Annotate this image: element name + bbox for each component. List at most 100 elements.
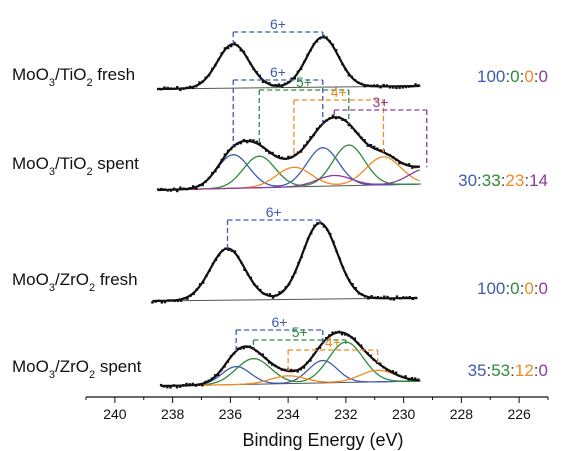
data-point — [325, 119, 328, 122]
data-point — [360, 82, 363, 86]
data-point — [192, 292, 195, 296]
data-point — [214, 170, 217, 173]
data-point — [166, 386, 169, 389]
data-point — [189, 294, 192, 297]
data-point — [341, 63, 344, 66]
data-point — [347, 74, 350, 77]
data-point — [296, 70, 300, 73]
data-point — [217, 58, 220, 61]
bracket-6plus: 6+ — [235, 314, 324, 352]
oxidation-state-ratio: 30:33:23:14 — [458, 171, 548, 190]
data-point — [262, 292, 265, 295]
data-point — [249, 62, 252, 65]
data-point — [382, 366, 385, 369]
data-point — [205, 274, 208, 278]
bracket-label: 6+ — [266, 204, 282, 220]
bracket-5plus: 5+ — [252, 324, 347, 349]
x-tick-label: 240 — [103, 406, 127, 422]
data-point — [179, 299, 183, 302]
data-point — [296, 370, 299, 373]
data-point — [179, 186, 182, 189]
data-point — [268, 293, 272, 296]
data-point — [405, 296, 408, 299]
data-point — [271, 151, 274, 155]
data-point — [319, 221, 322, 225]
data-point — [363, 85, 366, 88]
data-point — [236, 142, 239, 145]
data-point — [347, 334, 350, 337]
data-point — [407, 163, 411, 166]
data-point — [385, 153, 389, 156]
data-point — [198, 383, 201, 386]
data-point — [315, 40, 319, 43]
data-point — [318, 346, 322, 349]
data-point — [258, 352, 261, 355]
data-point — [220, 52, 223, 55]
data-point — [309, 359, 312, 362]
data-point — [191, 382, 194, 386]
data-point — [372, 358, 376, 361]
data-point — [255, 140, 258, 144]
data-point — [258, 74, 261, 77]
data-point — [376, 147, 379, 150]
data-point — [363, 139, 366, 142]
data-point — [163, 86, 166, 89]
data-point — [325, 36, 328, 39]
data-point — [232, 352, 236, 355]
data-point — [394, 371, 398, 374]
data-point — [185, 86, 188, 89]
data-point — [407, 85, 411, 88]
data-point — [290, 368, 293, 372]
x-tick-label: 228 — [450, 406, 474, 422]
data-point — [261, 353, 264, 356]
data-point — [347, 123, 350, 127]
data-point — [353, 129, 357, 133]
data-point — [274, 364, 277, 368]
data-point — [249, 139, 252, 142]
data-point — [268, 82, 271, 85]
data-point — [376, 296, 380, 299]
data-point — [210, 377, 214, 380]
data-point — [395, 86, 398, 90]
data-point — [411, 85, 414, 88]
data-point — [364, 295, 367, 298]
bracket-label: 6+ — [272, 314, 288, 330]
data-point — [226, 46, 230, 50]
bracket-5plus: 5+ — [258, 74, 350, 145]
data-point — [379, 86, 382, 89]
data-point — [388, 86, 392, 89]
data-point — [360, 344, 363, 347]
data-point — [226, 149, 230, 152]
data-point — [299, 368, 302, 371]
data-point — [315, 348, 318, 351]
data-point — [401, 375, 404, 379]
data-point — [201, 80, 204, 83]
data-point — [376, 84, 379, 87]
data-point — [159, 383, 163, 387]
bracket-4plus: 4+ — [293, 84, 385, 157]
data-point — [178, 385, 182, 388]
data-point — [188, 85, 192, 88]
data-point — [392, 298, 395, 301]
data-point — [385, 84, 389, 87]
x-tick-label: 238 — [161, 406, 185, 422]
data-point — [242, 139, 246, 142]
data-point — [341, 266, 345, 269]
data-point — [204, 76, 207, 79]
data-point — [306, 237, 310, 240]
data-point — [350, 75, 354, 79]
data-point — [157, 87, 160, 91]
data-point — [207, 74, 211, 77]
data-point — [399, 297, 402, 300]
data-point — [277, 83, 281, 86]
data-point — [306, 53, 309, 57]
data-point — [236, 347, 239, 350]
data-point — [246, 273, 249, 276]
data-point — [319, 37, 322, 40]
data-point — [329, 232, 332, 236]
data-point — [237, 255, 240, 259]
data-point — [373, 84, 376, 87]
data-point — [402, 296, 405, 299]
data-point — [417, 84, 420, 87]
data-point — [299, 67, 303, 71]
